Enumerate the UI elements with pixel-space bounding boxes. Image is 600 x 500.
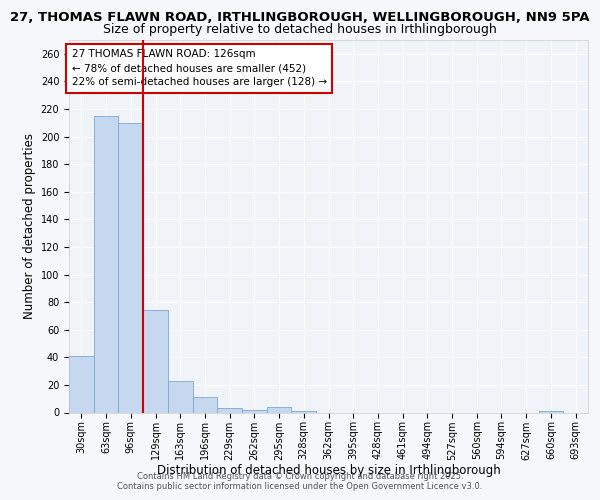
Bar xyxy=(193,398,217,412)
Text: Size of property relative to detached houses in Irthlingborough: Size of property relative to detached ho… xyxy=(103,22,497,36)
Bar xyxy=(539,411,563,412)
Bar xyxy=(94,116,118,412)
Bar xyxy=(69,356,94,412)
Bar xyxy=(267,407,292,412)
Bar xyxy=(118,123,143,412)
Y-axis label: Number of detached properties: Number of detached properties xyxy=(23,133,37,320)
Bar xyxy=(143,310,168,412)
Text: Contains HM Land Registry data © Crown copyright and database right 2025.: Contains HM Land Registry data © Crown c… xyxy=(137,472,463,481)
Text: 27, THOMAS FLAWN ROAD, IRTHLINGBOROUGH, WELLINGBOROUGH, NN9 5PA: 27, THOMAS FLAWN ROAD, IRTHLINGBOROUGH, … xyxy=(10,11,590,24)
Text: Contains public sector information licensed under the Open Government Licence v3: Contains public sector information licen… xyxy=(118,482,482,491)
Text: 27 THOMAS FLAWN ROAD: 126sqm
← 78% of detached houses are smaller (452)
22% of s: 27 THOMAS FLAWN ROAD: 126sqm ← 78% of de… xyxy=(71,50,327,88)
X-axis label: Distribution of detached houses by size in Irthlingborough: Distribution of detached houses by size … xyxy=(157,464,500,477)
Bar xyxy=(292,411,316,412)
Bar xyxy=(217,408,242,412)
Bar xyxy=(168,381,193,412)
Bar xyxy=(242,410,267,412)
